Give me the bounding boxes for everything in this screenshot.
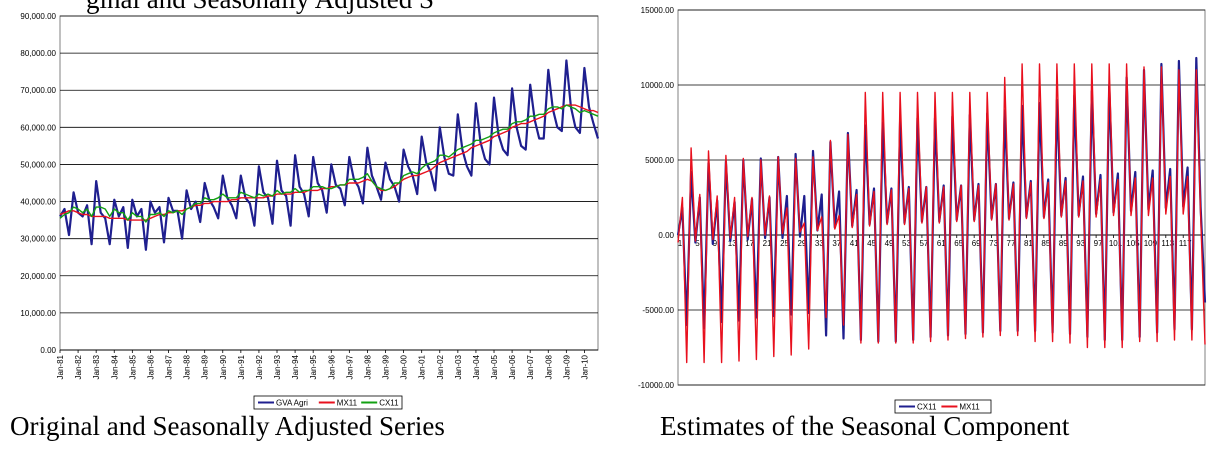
x-tick-label: 93 xyxy=(1076,239,1085,248)
x-tick-label: 117 xyxy=(1179,239,1192,248)
x-tick-label: 45 xyxy=(867,239,876,248)
series-line-cx11 xyxy=(59,104,599,223)
x-tick-label: 9 xyxy=(713,239,718,248)
y-tick-label: 50,000.00 xyxy=(20,160,56,169)
left-chart-panel: 0.00 10,000.00 20,000.00 30,000.00 40,000.00… xyxy=(10,0,600,441)
x-tick-label: 89 xyxy=(1059,239,1068,248)
x-tick-label: 105 xyxy=(1126,239,1140,248)
x-tick-label: Jan-09 xyxy=(562,354,571,379)
x-tick-label: Jan-96 xyxy=(327,354,336,379)
series-line-mx11 xyxy=(677,63,1206,364)
left-chart-title: ginal and Seasonally Adjusted S xyxy=(86,0,434,15)
series-line-mx11 xyxy=(59,104,599,221)
x-tick-label: Jan-95 xyxy=(309,354,318,379)
x-tick-label: 97 xyxy=(1094,239,1103,248)
y-tick-label: 70,000.00 xyxy=(20,86,56,95)
x-tick-label: 37 xyxy=(832,239,841,248)
x-tick-label: Jan-04 xyxy=(472,354,481,379)
x-tick-label: 57 xyxy=(919,239,928,248)
y-tick-label: 10000.00 xyxy=(641,81,675,90)
x-tick-label: 17 xyxy=(745,239,754,248)
y-tick-label: 0.00 xyxy=(40,346,56,355)
left-chart-caption: Original and Seasonally Adjusted Series xyxy=(10,411,445,441)
x-tick-label: Jan-88 xyxy=(183,354,192,379)
legend-label: CX11 xyxy=(379,399,399,408)
y-tick-label: 30,000.00 xyxy=(20,235,56,244)
x-tick-label: Jan-01 xyxy=(418,354,427,379)
x-tick-label: Jan-03 xyxy=(454,354,463,379)
x-tick-label: Jan-98 xyxy=(363,354,372,379)
x-tick-label: 85 xyxy=(1041,239,1050,248)
x-tick-label: 77 xyxy=(1007,239,1016,248)
x-tick-label: Jan-00 xyxy=(400,354,409,379)
y-tick-label: 90,000.00 xyxy=(20,12,56,21)
x-tick-label: Jan-92 xyxy=(255,354,264,379)
x-tick-label: Jan-97 xyxy=(345,354,354,379)
x-tick-label: 33 xyxy=(815,239,824,248)
x-tick-label: 61 xyxy=(937,239,946,248)
y-tick-label: 0.00 xyxy=(658,231,674,240)
legend-label: MX11 xyxy=(959,403,980,412)
right-chart: -10000.00 -5000.00 0.00 5000.00 10000.00 1500… xyxy=(638,6,1207,414)
x-tick-label: Jan-94 xyxy=(291,354,300,379)
x-tick-label: Jan-82 xyxy=(74,354,83,379)
y-tick-label: -10000.00 xyxy=(638,381,675,390)
x-tick-label: 109 xyxy=(1144,239,1158,248)
x-tick-label: 53 xyxy=(902,239,911,248)
x-tick-label: Jan-89 xyxy=(201,354,210,379)
legend-label: CX11 xyxy=(917,403,937,412)
x-tick-label: 41 xyxy=(850,239,859,248)
x-tick-label: Jan-86 xyxy=(146,354,155,379)
right-chart-panel: -10000.00 -5000.00 0.00 5000.00 10000.00 1500… xyxy=(610,0,1217,452)
x-tick-label: 5 xyxy=(695,239,700,248)
x-tick-label: 1 xyxy=(678,239,683,248)
x-tick-label: Jan-87 xyxy=(165,354,174,379)
x-tick-label: Jan-93 xyxy=(273,354,282,379)
x-tick-label: Jan-07 xyxy=(526,354,535,379)
y-tick-label: 15000.00 xyxy=(641,6,675,15)
x-tick-label: 101 xyxy=(1109,239,1123,248)
y-tick-label: 80,000.00 xyxy=(20,49,56,58)
y-tick-label: 10,000.00 xyxy=(20,309,56,318)
x-tick-label: 73 xyxy=(989,239,998,248)
left-chart: 0.00 10,000.00 20,000.00 30,000.00 40,000.00… xyxy=(20,12,600,410)
y-tick-label: -5000.00 xyxy=(642,306,674,315)
x-tick-label: 49 xyxy=(885,239,894,248)
x-tick-label: Jan-10 xyxy=(580,354,589,379)
x-tick-label: Jan-99 xyxy=(382,354,391,379)
x-tick-label: 13 xyxy=(728,239,737,248)
y-tick-label: 20,000.00 xyxy=(20,272,56,281)
x-tick-label: Jan-84 xyxy=(110,354,119,379)
x-tick-label: Jan-85 xyxy=(128,354,137,379)
y-tick-label: 5000.00 xyxy=(645,156,674,165)
x-tick-label: Jan-06 xyxy=(508,354,517,379)
x-tick-label: Jan-02 xyxy=(436,354,445,379)
x-tick-label: Jan-83 xyxy=(92,354,101,379)
x-tick-label: 81 xyxy=(1024,239,1033,248)
legend-label: GVA Agri xyxy=(276,399,308,408)
x-tick-label: 69 xyxy=(972,239,981,248)
x-tick-label: Jan-08 xyxy=(544,354,553,379)
x-tick-label: 25 xyxy=(780,239,789,248)
x-tick-label: 21 xyxy=(763,239,772,248)
x-tick-label: 29 xyxy=(797,239,806,248)
x-tick-label: Jan-05 xyxy=(490,354,499,379)
y-tick-label: 40,000.00 xyxy=(20,198,56,207)
x-tick-label: 65 xyxy=(954,239,963,248)
x-tick-label: 113 xyxy=(1161,239,1174,248)
y-tick-label: 60,000.00 xyxy=(20,123,56,132)
x-tick-label: Jan-81 xyxy=(56,354,65,379)
x-tick-label: Jan-91 xyxy=(237,354,246,379)
x-tick-label: Jan-90 xyxy=(219,354,228,379)
legend-label: MX11 xyxy=(337,399,358,408)
right-chart-caption: Estimates of the Seasonal Component xyxy=(660,411,1070,441)
